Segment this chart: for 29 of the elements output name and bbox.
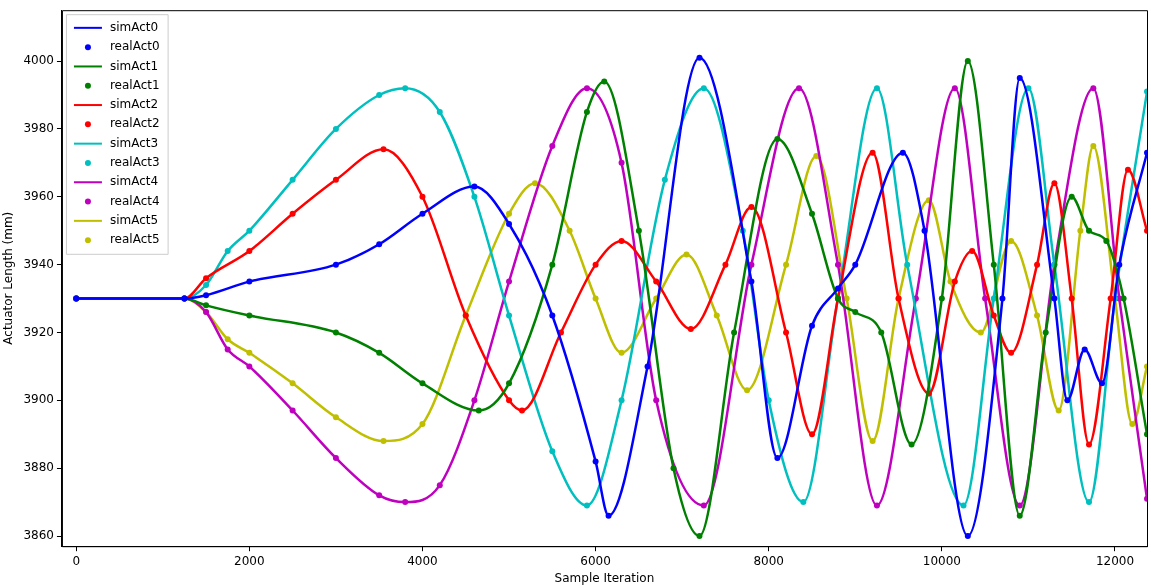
y-tick-label: 3920 — [23, 324, 54, 339]
legend-label: realAct0 — [109, 39, 160, 54]
legend-label: realAct3 — [109, 155, 160, 170]
y-axis-title: Actuator Length (mm) — [1, 211, 16, 345]
x-tick-label: 0 — [72, 553, 81, 568]
legend-label: simAct0 — [109, 19, 159, 34]
x-tick-label: 4000 — [407, 553, 438, 568]
legend-label: realAct1 — [109, 77, 160, 92]
legend-label: simAct2 — [109, 97, 159, 112]
y-tick-label: 3880 — [23, 460, 54, 475]
x-tick-label: 12000 — [1095, 553, 1135, 568]
x-axis-title: Sample Iteration — [554, 570, 655, 585]
x-tick-label: 8000 — [753, 553, 784, 568]
legend-label: simAct1 — [109, 58, 159, 73]
x-tick-label: 2000 — [234, 553, 265, 568]
legend-label: simAct3 — [109, 135, 159, 150]
legend-label: realAct4 — [109, 193, 160, 208]
legend-label: simAct4 — [109, 174, 159, 189]
y-tick-label: 3940 — [23, 256, 54, 271]
x-tick-label: 6000 — [580, 553, 611, 568]
y-tick-label: 3980 — [23, 121, 54, 136]
y-tick-label: 3900 — [23, 392, 54, 407]
legend-label: realAct5 — [109, 232, 160, 247]
x-tick-label: 10000 — [922, 553, 961, 568]
y-tick-label: 3960 — [23, 188, 54, 203]
legend-label: realAct2 — [109, 116, 160, 131]
y-tick-label: 3860 — [23, 528, 54, 543]
y-tick-label: 4000 — [23, 53, 54, 68]
legend-label: simAct5 — [109, 212, 159, 227]
